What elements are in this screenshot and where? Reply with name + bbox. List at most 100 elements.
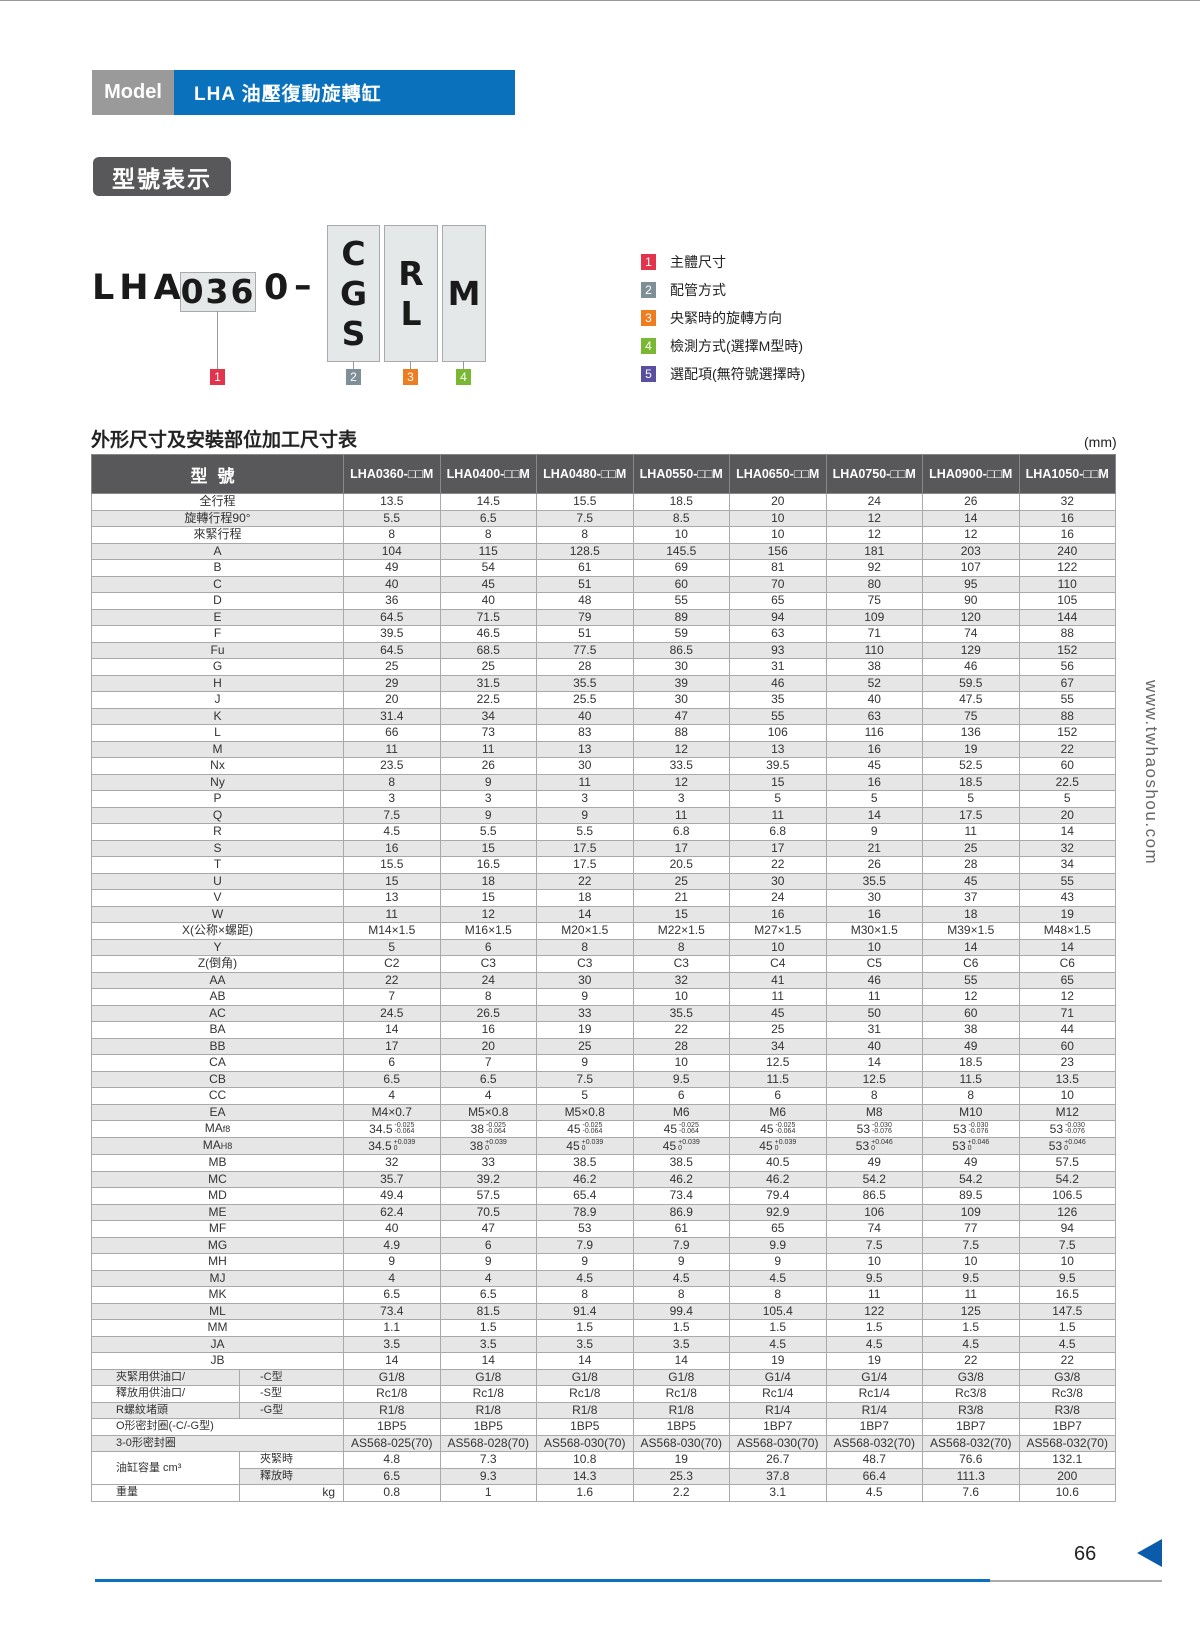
table-cell: 89.5 [922,1187,1020,1205]
table-cell: 4.5 [729,1269,827,1287]
row-label-text: AB [209,989,226,1004]
table-cell: 15 [439,839,537,857]
table-cell: 4 [343,1269,441,1287]
table-cell: 35 [729,691,827,709]
table-cell: 75 [825,592,923,610]
row-label-text: MJ [209,1270,226,1285]
table-row: BA 14 16 19 22 25 31 38 44 [91,1021,1116,1039]
table-cell: 30 [729,872,827,890]
table-cell: 30 [632,691,730,709]
table-cell: 32 [632,971,730,989]
table-cell: 92 [825,559,923,577]
row-label: AB [91,988,344,1006]
table-cell: 62.4 [343,1203,441,1221]
table-cell: 71 [1018,1004,1116,1022]
row-sublabel: -S型 [239,1385,344,1403]
table-cell: 46 [729,674,827,692]
table-row: CB 6.5 6.5 7.5 9.5 11.5 12.5 11.5 13.5 [91,1070,1116,1088]
code-detection-box: M [442,225,486,362]
table-cell: Rc1/8 [439,1385,537,1403]
table-row: BB 17 20 25 28 34 40 49 60 [91,1037,1116,1055]
table-cell: 9 [536,806,634,824]
table-row: D 36 40 48 55 65 75 90 105 [91,592,1116,610]
table-cell: 19 [632,1451,730,1469]
table-cell: 6.5 [439,509,537,527]
row-label: MH [91,1253,344,1271]
table-cell: 9 [439,773,537,791]
table-cell: M16×1.5 [439,922,537,940]
table-row: ML 73.4 81.5 91.4 99.4 105.4 122 125 147.5 [91,1302,1116,1320]
table-cell: 5 [729,790,827,808]
code-piping-box: C G S [327,225,380,362]
table-cell: 14 [1018,823,1116,841]
table-cell: 65 [729,1220,827,1238]
table-cell: 8 [439,988,537,1006]
table-cell: 19 [729,1352,827,1370]
table-cell: 20 [439,1037,537,1055]
code-rotation-box: R L [384,225,438,362]
table-cell: 45 [439,575,537,593]
table-cell: 16 [439,1021,537,1039]
table-cell: 7.5 [922,1236,1020,1254]
row-label: MF [91,1220,344,1238]
page-arrow-icon[interactable] [1137,1539,1162,1567]
row-label-text: CC [208,1088,227,1103]
table-title: 外形尺寸及安裝部位加工尺寸表 [91,430,358,451]
table-row: Z(倒角) C2 C3 C3 C3 C4 C5 C6 C6 [91,955,1116,973]
table-cell: 9 [439,1253,537,1271]
table-cell: 12 [1018,988,1116,1006]
table-cell: 19 [1018,905,1116,923]
tolerance-base: 53 [953,1121,967,1136]
table-cell: 4.5 [632,1269,730,1287]
table-cell: 9 [632,1253,730,1271]
tolerance-lower: 0 [581,1145,586,1153]
table-cell: R1/4 [825,1401,923,1419]
table-cell: 8 [536,1286,634,1304]
table-row: EA M4×0.7 M5×0.8 M5×0.8 M6 M6 M8 M10 M12 [91,1103,1116,1121]
row-label: T [91,856,344,874]
table-cell: 7 [343,988,441,1006]
tolerance-base: 45 [759,1138,773,1153]
tolerance-lower: 0 [1064,1145,1069,1153]
table-cell: 92.9 [729,1203,827,1221]
row-label-text: L [214,725,221,740]
table-cell: 18.5 [922,773,1020,791]
table-cell: 46.2 [632,1170,730,1188]
table-cell: M12 [1018,1103,1116,1121]
row-label-text: ML [209,1303,226,1318]
tolerance-base: 53 [1049,1121,1063,1136]
table-cell: 14.3 [536,1467,634,1485]
table-cell: 73 [439,724,537,742]
table-cell: 25.5 [536,691,634,709]
table-cell: 71.5 [439,608,537,626]
table-cell: 49 [922,1037,1020,1055]
table-cell: 5 [536,1087,634,1105]
tolerance-cell: 53 -0.030 -0.076 [825,1120,923,1138]
table-cell: 52 [825,674,923,692]
table-cell: 122 [825,1302,923,1320]
table-cell: 2.2 [632,1484,730,1502]
table-cell: 11 [825,1286,923,1304]
table-row: MAH8 34.5 +0.039 0 38 +0.039 0 45 +0.039 0 45 +0.03… [91,1137,1116,1155]
tolerance-cell: 53 +0.046 0 [825,1137,923,1155]
row-label-text: S [213,840,222,855]
legend-item: 4 檢測方式(選擇M型時) [641,332,805,360]
table-row: M 11 11 13 12 13 16 19 22 [91,740,1116,758]
table-cell: 17 [343,1037,441,1055]
row-label: Nx [91,757,344,775]
row-label: MD [91,1187,344,1205]
table-cell: 14 [343,1352,441,1370]
tolerance-upper: +0.046 [1064,1139,1086,1147]
marker-1: 1 [210,369,225,385]
tolerance-upper: +0.039 [485,1139,507,1147]
table-cell: 14 [343,1021,441,1039]
table-cell: 3 [632,790,730,808]
tolerance-cell: 34.5 +0.039 0 [343,1137,441,1155]
table-cell: 19 [825,1352,923,1370]
table-cell: 16 [825,905,923,923]
table-cell: 19 [536,1021,634,1039]
table-cell: 10 [825,1253,923,1271]
row-sublabel: 釋放時 [239,1467,344,1485]
table-cell: 29 [343,674,441,692]
table-cell: 5.5 [536,823,634,841]
